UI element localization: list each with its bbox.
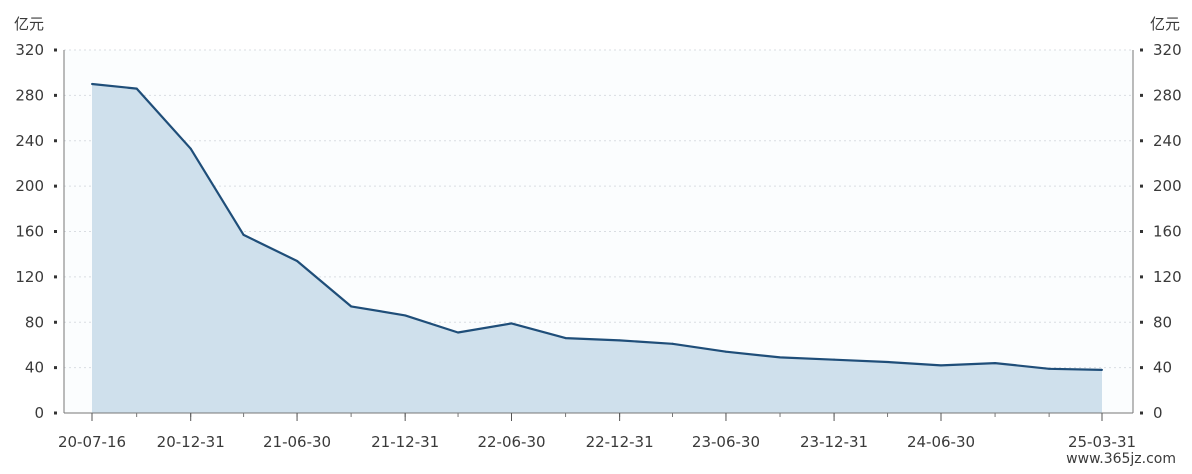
right-tick-mark xyxy=(1140,366,1143,370)
data-point xyxy=(940,364,943,367)
left-y-tick-label: 200 xyxy=(15,177,44,195)
left-y-tick-label: 80 xyxy=(25,313,44,331)
left-tick-mark xyxy=(54,93,57,97)
right-tick-mark xyxy=(1140,320,1143,324)
x-tick-label: 20-07-16 xyxy=(58,433,126,451)
data-point xyxy=(189,147,192,150)
data-point xyxy=(833,358,836,361)
left-y-tick-label: 40 xyxy=(25,359,44,377)
data-point xyxy=(1101,368,1103,371)
data-point xyxy=(994,362,997,365)
left-tick-mark xyxy=(54,139,57,143)
data-point xyxy=(779,356,782,359)
x-tick-label: 22-12-31 xyxy=(586,433,654,451)
right-unit-label: 亿元 xyxy=(1150,15,1180,33)
data-point xyxy=(350,305,353,308)
x-tick-label: 23-12-31 xyxy=(800,433,868,451)
data-point xyxy=(618,339,621,342)
left-y-tick-label: 240 xyxy=(15,132,44,150)
data-point xyxy=(1048,367,1051,370)
right-tick-mark xyxy=(1140,230,1143,233)
data-point xyxy=(510,322,513,325)
right-y-tick-label: 320 xyxy=(1153,41,1182,59)
series-line xyxy=(91,82,1103,371)
right-tick-mark xyxy=(1140,48,1143,52)
right-tick-mark xyxy=(1140,275,1143,279)
left-tick-mark xyxy=(54,275,57,279)
right-tick-mark xyxy=(1140,411,1143,415)
data-point xyxy=(564,337,567,340)
series-area-fill xyxy=(92,84,1102,413)
axes xyxy=(63,50,1134,414)
data-point xyxy=(886,360,889,363)
x-tick-label: 21-12-31 xyxy=(371,433,439,451)
right-y-tick-label: 0 xyxy=(1153,404,1163,422)
right-y-tick-label: 280 xyxy=(1153,86,1182,104)
x-tick-label: 20-12-31 xyxy=(157,433,225,451)
left-tick-mark xyxy=(54,411,57,415)
left-y-tick-label: 160 xyxy=(15,223,44,241)
x-tick-label: 21-06-30 xyxy=(263,433,331,451)
data-point xyxy=(91,83,93,86)
data-point xyxy=(242,233,245,236)
watermark: www.365jz.com xyxy=(1062,450,1180,468)
left-y-tick-label: 0 xyxy=(34,404,44,422)
tick-layer: 0 0 40 40 80 80 120 120 160 160 200 200 240 240 280 280… xyxy=(15,41,1181,451)
data-point xyxy=(457,331,460,334)
x-tick-label: 23-06-30 xyxy=(692,433,760,451)
right-y-tick-label: 200 xyxy=(1153,177,1182,195)
x-tick-label: 22-06-30 xyxy=(477,433,545,451)
left-tick-mark xyxy=(54,366,57,370)
left-y-tick-label: 280 xyxy=(15,86,44,104)
data-point xyxy=(671,342,674,345)
data-point xyxy=(135,87,138,90)
right-tick-mark xyxy=(1140,139,1143,143)
right-tick-mark xyxy=(1140,184,1143,188)
right-y-tick-label: 80 xyxy=(1153,313,1172,331)
left-tick-mark xyxy=(54,48,57,52)
x-tick-label: 24-06-30 xyxy=(907,433,975,451)
right-y-tick-label: 120 xyxy=(1153,268,1182,286)
data-point xyxy=(724,350,727,353)
left-y-tick-label: 320 xyxy=(15,41,44,59)
left-y-tick-label: 120 xyxy=(15,268,44,286)
series-layer xyxy=(91,82,1103,413)
left-tick-mark xyxy=(54,320,57,324)
right-y-tick-label: 160 xyxy=(1153,223,1182,241)
left-tick-mark xyxy=(54,184,57,188)
x-tick-label: 25-03-31 xyxy=(1068,433,1136,451)
data-point xyxy=(296,259,299,262)
right-y-tick-label: 240 xyxy=(1153,132,1182,150)
left-unit-label: 亿元 xyxy=(14,15,44,33)
data-point xyxy=(404,314,407,317)
right-tick-mark xyxy=(1140,93,1143,97)
right-y-tick-label: 40 xyxy=(1153,359,1172,377)
left-tick-mark xyxy=(54,230,57,233)
